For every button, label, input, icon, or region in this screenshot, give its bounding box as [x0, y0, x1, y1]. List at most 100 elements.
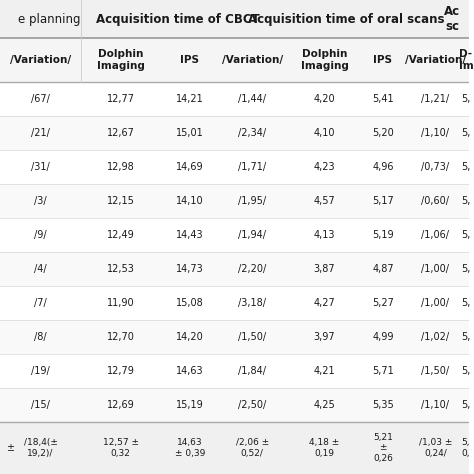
Text: /1,03 ±
0,24/: /1,03 ± 0,24/ [419, 438, 452, 458]
Text: 5,
0,: 5, 0, [462, 438, 470, 458]
Text: 4,20: 4,20 [314, 94, 335, 104]
Text: 12,79: 12,79 [107, 366, 135, 376]
Text: 14,43: 14,43 [176, 230, 204, 240]
Text: IPS: IPS [181, 55, 200, 65]
Text: 12,70: 12,70 [107, 332, 135, 342]
Text: /15/: /15/ [31, 400, 50, 410]
Text: /2,20/: /2,20/ [238, 264, 266, 274]
Text: /3,18/: /3,18/ [238, 298, 266, 308]
Text: 5,: 5, [461, 366, 471, 376]
Bar [0, 184, 469, 218]
Text: 4,21: 4,21 [314, 366, 335, 376]
Text: 4,57: 4,57 [314, 196, 336, 206]
Text: IPS: IPS [374, 55, 392, 65]
Text: /8/: /8/ [34, 332, 47, 342]
Text: /2,06 ±
0,52/: /2,06 ± 0,52/ [236, 438, 269, 458]
Text: /1,10/: /1,10/ [421, 400, 449, 410]
Text: /2,50/: /2,50/ [238, 400, 266, 410]
Text: 5,: 5, [461, 230, 471, 240]
Text: 5,41: 5,41 [372, 94, 394, 104]
Bar [0, 82, 469, 116]
Bar [0, 150, 469, 184]
Text: 12,49: 12,49 [107, 230, 135, 240]
Text: 14,73: 14,73 [176, 264, 204, 274]
Text: 4,99: 4,99 [372, 332, 393, 342]
Text: /7/: /7/ [34, 298, 47, 308]
Text: 5,: 5, [461, 298, 471, 308]
Text: e planning: e planning [18, 12, 81, 26]
Text: ±: ± [6, 443, 14, 453]
Text: /1,00/: /1,00/ [421, 264, 449, 274]
Bar [0, 320, 469, 354]
Text: 5,20: 5,20 [372, 128, 394, 138]
Bar [0, 218, 469, 252]
Text: 12,69: 12,69 [107, 400, 135, 410]
Text: 15,08: 15,08 [176, 298, 204, 308]
Bar [0, 388, 469, 422]
Text: 5,21
±
0,26: 5,21 ± 0,26 [373, 433, 393, 463]
Text: 14,20: 14,20 [176, 332, 204, 342]
Text: 12,77: 12,77 [107, 94, 135, 104]
Text: /19/: /19/ [31, 366, 50, 376]
Text: /Variation/: /Variation/ [10, 55, 71, 65]
Text: /2,34/: /2,34/ [238, 128, 266, 138]
Text: 5,: 5, [461, 94, 471, 104]
Text: /1,00/: /1,00/ [421, 298, 449, 308]
Bar [0, 354, 469, 388]
Text: /18,4(±
19,2)/: /18,4(± 19,2)/ [24, 438, 57, 458]
Text: 12,15: 12,15 [107, 196, 135, 206]
Text: /1,94/: /1,94/ [238, 230, 266, 240]
Bar [0, 286, 469, 320]
Text: /Variation/: /Variation/ [405, 55, 466, 65]
Text: 4,10: 4,10 [314, 128, 335, 138]
Bar [0, 0, 469, 38]
Text: /1,50/: /1,50/ [238, 332, 266, 342]
Text: 5,19: 5,19 [372, 230, 394, 240]
Text: /1,44/: /1,44/ [238, 94, 266, 104]
Text: /67/: /67/ [31, 94, 50, 104]
Text: 5,: 5, [461, 400, 471, 410]
Text: /1,06/: /1,06/ [421, 230, 449, 240]
Text: D-
Im: D- Im [459, 49, 474, 71]
Text: /9/: /9/ [34, 230, 47, 240]
Text: /0,73/: /0,73/ [421, 162, 449, 172]
Text: 5,27: 5,27 [372, 298, 394, 308]
Bar [0, 38, 469, 82]
Text: 5,17: 5,17 [372, 196, 394, 206]
Text: 4,18 ±
0,19: 4,18 ± 0,19 [310, 438, 340, 458]
Text: /1,95/: /1,95/ [238, 196, 266, 206]
Text: 5,: 5, [461, 196, 471, 206]
Text: 15,19: 15,19 [176, 400, 204, 410]
Text: Dolphin
Imaging: Dolphin Imaging [301, 49, 348, 71]
Bar [0, 252, 469, 286]
Text: /1,02/: /1,02/ [421, 332, 449, 342]
Text: 5,: 5, [461, 332, 471, 342]
Text: /1,10/: /1,10/ [421, 128, 449, 138]
Text: /1,84/: /1,84/ [238, 366, 266, 376]
Text: 5,35: 5,35 [372, 400, 394, 410]
Text: 14,63: 14,63 [176, 366, 204, 376]
Text: Acquisition time of oral scans: Acquisition time of oral scans [248, 12, 445, 26]
Text: 5,: 5, [461, 162, 471, 172]
Text: Acquisition time of CBCT: Acquisition time of CBCT [96, 12, 260, 26]
Text: /21/: /21/ [31, 128, 50, 138]
Text: 5,71: 5,71 [372, 366, 394, 376]
Text: Ac
sc: Ac sc [444, 5, 460, 33]
Text: /0,60/: /0,60/ [421, 196, 449, 206]
Bar [0, 422, 469, 474]
Text: 4,87: 4,87 [372, 264, 394, 274]
Text: 11,90: 11,90 [107, 298, 135, 308]
Text: /1,50/: /1,50/ [421, 366, 449, 376]
Text: /3/: /3/ [34, 196, 47, 206]
Text: 14,69: 14,69 [176, 162, 204, 172]
Text: /4/: /4/ [34, 264, 47, 274]
Text: 3,87: 3,87 [314, 264, 335, 274]
Text: 12,53: 12,53 [107, 264, 135, 274]
Text: 3,97: 3,97 [314, 332, 335, 342]
Text: 14,63
± 0,39: 14,63 ± 0,39 [175, 438, 205, 458]
Text: 4,96: 4,96 [372, 162, 393, 172]
Text: 14,21: 14,21 [176, 94, 204, 104]
Text: 5,: 5, [461, 264, 471, 274]
Text: 12,67: 12,67 [107, 128, 135, 138]
Text: 12,57 ±
0,32: 12,57 ± 0,32 [103, 438, 139, 458]
